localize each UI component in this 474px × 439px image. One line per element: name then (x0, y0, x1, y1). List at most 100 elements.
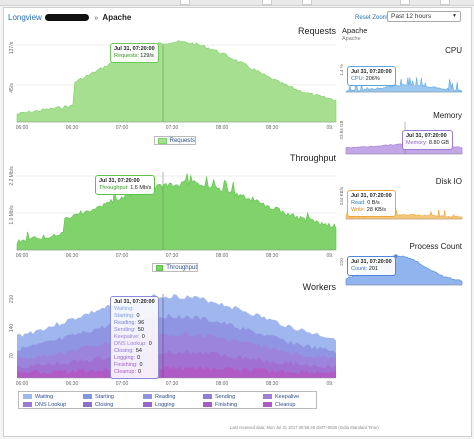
throughput-title: Throughput (289, 153, 336, 163)
tooltip-row: Waiting: (114, 306, 155, 313)
y-tick-label: 45/s (9, 83, 15, 93)
diskio-title: Disk IO (435, 177, 462, 186)
tooltip-time: Jul 31, 07:20:00 (114, 46, 155, 52)
redacted-hostname (45, 14, 90, 21)
tooltip-label: Memory: (406, 140, 428, 146)
tooltip-label: Requests: (114, 53, 139, 59)
tooltip-label: Logging: (114, 355, 136, 361)
breadcrumb-separator: » (94, 15, 99, 22)
browser-tab-strip (0, 0, 474, 6)
workers-tooltip: Jul 31, 07:20:00 Waiting: Starting: 0 Readi… (110, 296, 159, 379)
legend-swatch (203, 394, 212, 399)
legend-swatch (143, 401, 152, 407)
breadcrumb-current: Apache (102, 13, 132, 22)
tooltip-value: 8.80 GB (428, 140, 450, 146)
tooltip-value: 206% (365, 76, 380, 82)
process-count-tooltip: Jul 31, 07:20:00 Count: 201 (347, 256, 396, 276)
tooltip-row: Write: 28 KB/s (351, 207, 392, 214)
tooltip-value: 54 (135, 348, 142, 354)
x-tick-label: 06:00 (16, 253, 29, 259)
tooltip-row: Reading: 96 (114, 320, 155, 327)
legend-label: Logging (155, 401, 175, 408)
requests-chart[interactable]: 137/s 45/s 06:00 06:30 07:00 07:30 08:00 08:3… (9, 37, 337, 131)
time-range-value: Past 12 hours (391, 13, 432, 20)
tooltip-row: Cleanup: 0 (114, 369, 155, 376)
requests-legend[interactable]: Requests (154, 136, 196, 145)
legend-item[interactable]: Starting (83, 394, 114, 400)
x-tick-label: 06:30 (66, 253, 79, 259)
tooltip-label: Starting: (114, 313, 135, 319)
tooltip-value: 96 (138, 320, 145, 326)
x-tick-label: 06:30 (66, 381, 79, 387)
reset-zoom-link[interactable]: Reset Zoom (355, 15, 388, 21)
x-tick-label: 08:00 (216, 381, 229, 387)
legend-swatch (263, 394, 272, 399)
x-tick-label: 08:00 (216, 253, 229, 259)
time-range-select[interactable]: Past 12 hours ▼ (387, 11, 461, 22)
process-count-title: Process Count (409, 242, 462, 251)
y-tick-label: 70 (9, 353, 15, 359)
panel-subtitle: Apache (342, 36, 361, 42)
legend-item[interactable]: Finishing (203, 401, 237, 408)
tooltip-row: Finishing: 0 (114, 362, 155, 369)
x-axis-ticks: 06:00 06:30 07:00 07:30 08:00 08:30 09: (16, 253, 334, 259)
tooltip-value: 0 (137, 355, 141, 361)
legend-item[interactable]: Closing (83, 401, 113, 408)
tooltip-label: Closing: (114, 348, 134, 354)
x-tick-label: 06:30 (66, 125, 79, 131)
legend-item[interactable]: Keepalive (263, 394, 299, 400)
requests-area (16, 40, 337, 123)
x-tick-label: 07:30 (166, 125, 179, 131)
throughput-legend[interactable]: Throughput (152, 263, 198, 272)
tooltip-value: 0 (141, 334, 145, 340)
y-tick-label: 140 (9, 324, 15, 333)
tooltip-label: Finishing: (114, 362, 138, 368)
legend-label: Throughput (166, 264, 197, 271)
memory-title: Memory (433, 111, 462, 120)
throughput-area (16, 173, 337, 251)
y-tick-label: 210 (9, 295, 15, 304)
tooltip-value: 0 (136, 313, 140, 319)
x-axis-ticks: 06:00 06:30 07:00 07:30 08:00 08:30 09: (16, 381, 334, 387)
x-tick-label: 07:00 (116, 381, 129, 387)
throughput-chart[interactable]: 2.2 Mb/s 1.0 Mb/s 06:00 06:30 07:00 07:30 08… (9, 163, 337, 259)
tab-marker (180, 0, 190, 5)
tooltip-label: Count: (351, 266, 368, 272)
workers-legend: Waiting Starting Reading Sending Keepalive DN… (18, 391, 317, 409)
x-tick-label: 07:00 (116, 125, 129, 131)
tooltip-label: Write: (351, 207, 366, 213)
legend-item[interactable]: Reading (143, 394, 176, 400)
x-tick-label: 08:00 (216, 125, 229, 131)
workers-chart[interactable]: 210 140 70 06:00 06:30 07:00 07:30 08:00 08:3… (9, 294, 336, 387)
legend-swatch (203, 401, 212, 407)
x-axis-ticks: 06:00 06:30 07:00 07:30 08:00 08:30 09: (16, 125, 334, 131)
y-tick-label: 210 (339, 258, 344, 266)
x-tick-label: 08:30 (266, 381, 279, 387)
cpu-tooltip: Jul 31, 07:20:00 CPU: 206% (347, 66, 396, 86)
tooltip-value: 0 B/s (367, 200, 380, 206)
tooltip-time: Jul 31, 07:20:00 (351, 69, 392, 75)
tooltip-value: 0 (148, 341, 152, 347)
x-tick-label: 08:30 (266, 125, 279, 131)
legend-item[interactable]: Sending (203, 394, 235, 400)
x-tick-label: 09: (327, 253, 334, 259)
diskio-tooltip: Jul 31, 07:20:00 Read: 0 B/s Write: 28 K… (347, 190, 396, 217)
throughput-tooltip: Jul 31, 07:20:00 Throughput: 1.6 Mb/s (95, 175, 156, 195)
y-tick-label: 1.0 Mb/s (9, 205, 15, 225)
requests-title: Requests (297, 26, 336, 36)
tooltip-value: 201 (368, 266, 378, 272)
breadcrumb: Longview » Apache (8, 13, 131, 22)
legend-label: DNS Lookup (35, 401, 67, 408)
breadcrumb-root-link[interactable]: Longview (8, 13, 42, 22)
tooltip-row: Count: 201 (351, 266, 392, 273)
legend-item[interactable]: DNS Lookup (23, 401, 67, 408)
legend-swatch (83, 401, 92, 407)
legend-item[interactable]: Logging (143, 401, 175, 408)
tab-marker (440, 0, 450, 5)
legend-item[interactable]: Waiting (23, 394, 53, 400)
cpu-title: CPU (445, 46, 462, 55)
tooltip-time: Jul 31, 07:20:00 (99, 178, 140, 184)
legend-label: Sending (215, 394, 236, 400)
legend-item[interactable]: Cleanup (263, 401, 296, 408)
y-tick-label: 1.4 % (339, 64, 344, 76)
